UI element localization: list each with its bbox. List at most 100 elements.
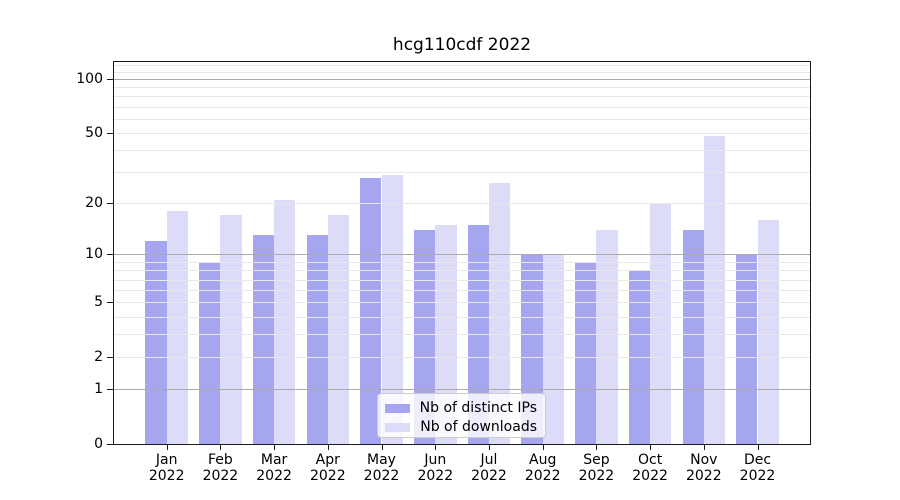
- x-tick-month: Jul: [480, 452, 498, 468]
- bar-distinct-ips-oct: [628, 270, 651, 444]
- y-tick-label: 100: [76, 70, 103, 87]
- x-tick-month: Aug: [529, 452, 557, 468]
- x-tick-month: Feb: [207, 452, 233, 468]
- y-tick: [107, 389, 114, 391]
- x-tick: [757, 444, 759, 450]
- legend-swatch-downloads: [385, 422, 410, 432]
- x-tick-label: Dec 2022: [726, 452, 790, 484]
- x-tick: [435, 444, 437, 450]
- x-tick-label: Jun 2022: [403, 452, 467, 484]
- x-tick: [274, 444, 276, 450]
- x-tick-year: 2022: [363, 468, 400, 484]
- gridline-minor: [114, 316, 810, 318]
- legend-swatch-distinct-ips: [385, 403, 410, 413]
- bar-distinct-ips-nov: [682, 229, 704, 444]
- gridline-minor: [114, 290, 810, 292]
- x-tick-label: May 2022: [350, 452, 414, 484]
- bar-distinct-ips-apr: [306, 235, 328, 444]
- y-tick-label: 20: [85, 195, 103, 212]
- bar-downloads-mar: [274, 199, 296, 444]
- bar-downloads-may: [381, 175, 403, 444]
- y-tick: [107, 203, 114, 205]
- gridline-minor: [114, 203, 810, 205]
- gridline-major: [114, 254, 810, 256]
- chart-title: hcg110cdf 2022: [392, 35, 532, 55]
- bar-downloads-oct: [650, 203, 672, 444]
- x-tick: [381, 444, 383, 450]
- x-tick-label: Apr 2022: [296, 452, 360, 484]
- legend-label-downloads: Nb of downloads: [420, 419, 537, 435]
- y-tick-label: 10: [85, 246, 103, 263]
- gridline-minor: [114, 118, 810, 120]
- x-tick-month: Jun: [424, 452, 447, 468]
- gridline-minor: [114, 357, 810, 359]
- bar-distinct-ips-jun: [413, 229, 436, 444]
- bar-distinct-ips-mar: [252, 235, 275, 444]
- y-tick: [107, 444, 114, 445]
- bar-distinct-ips-may: [360, 177, 382, 444]
- x-tick-month: Apr: [315, 452, 340, 468]
- x-tick-year: 2022: [632, 468, 668, 484]
- x-tick-year: 2022: [202, 468, 239, 484]
- x-tick-month: May: [367, 452, 396, 468]
- bar-downloads-aug: [542, 254, 564, 444]
- gridline-minor: [114, 64, 810, 66]
- x-tick-label: Sep 2022: [564, 452, 628, 484]
- bar-distinct-ips-sep: [575, 261, 597, 444]
- x-tick-year: 2022: [256, 468, 292, 484]
- x-tick-year: 2022: [417, 468, 454, 484]
- x-tick-month: Nov: [690, 452, 718, 468]
- y-tick-label: 2: [94, 349, 103, 366]
- x-tick-label: Oct 2022: [618, 452, 682, 484]
- y-tick: [107, 133, 114, 134]
- x-tick-month: Dec: [743, 452, 772, 468]
- x-tick-month: Mar: [260, 452, 288, 468]
- legend: Nb of distinct IPs Nb of downloads: [377, 393, 546, 438]
- gridline-major: [114, 389, 810, 391]
- gridline-minor: [114, 302, 810, 304]
- x-tick-label: Jan 2022: [135, 452, 199, 484]
- x-tick: [650, 444, 652, 450]
- x-tick: [327, 444, 329, 450]
- y-tick-label: 0: [94, 436, 103, 452]
- gridline-minor: [114, 133, 810, 134]
- y-tick: [107, 302, 114, 304]
- x-tick-year: 2022: [685, 468, 722, 484]
- bar-distinct-ips-jan: [145, 241, 167, 444]
- gridline-minor: [114, 71, 810, 73]
- x-tick-month: Sep: [583, 452, 610, 468]
- y-tick-label: 50: [85, 125, 103, 141]
- x-tick-year: 2022: [578, 468, 615, 484]
- y-tick-label: 1: [94, 381, 103, 398]
- bar-downloads-feb: [220, 215, 242, 444]
- x-tick-year: 2022: [524, 468, 561, 484]
- y-tick: [107, 78, 114, 80]
- legend-item-distinct-ips: Nb of distinct IPs: [385, 399, 537, 417]
- gridline-minor: [114, 270, 810, 272]
- x-tick: [542, 444, 544, 450]
- bar-downloads-jul: [489, 183, 511, 444]
- gridline-minor: [114, 261, 810, 263]
- x-tick-year: 2022: [309, 468, 346, 484]
- gridline-minor: [114, 279, 810, 281]
- gridline-major: [114, 78, 810, 80]
- bar-downloads-sep: [596, 229, 618, 444]
- x-tick-year: 2022: [739, 468, 776, 484]
- x-tick-year: 2022: [471, 468, 507, 484]
- x-tick-label: Jul 2022: [457, 452, 521, 484]
- gridline-minor: [114, 106, 810, 108]
- bar-distinct-ips-feb: [199, 261, 221, 444]
- y-tick: [107, 357, 114, 359]
- legend-item-downloads: Nb of downloads: [385, 418, 537, 436]
- plot-area: [113, 61, 811, 445]
- gridline-minor: [114, 172, 810, 174]
- x-tick: [703, 444, 705, 450]
- bar-downloads-dec: [757, 219, 779, 444]
- y-tick-label: 5: [94, 294, 103, 311]
- x-tick-label: Feb 2022: [188, 452, 252, 484]
- x-tick-label: Nov 2022: [672, 452, 736, 484]
- x-tick: [489, 444, 490, 450]
- x-tick: [220, 444, 222, 450]
- x-tick-label: Mar 2022: [242, 452, 306, 484]
